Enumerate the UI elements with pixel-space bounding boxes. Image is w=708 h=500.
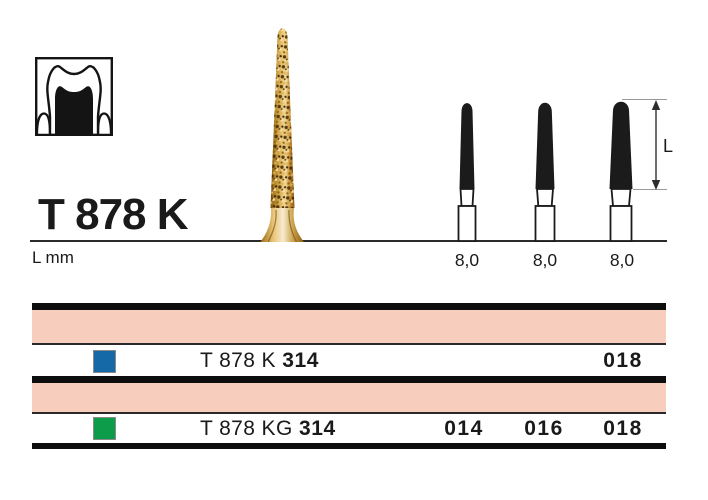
length-unit-label: L mm [32, 248, 74, 267]
baseline-rule [30, 240, 667, 242]
table-divider-bar [32, 443, 666, 449]
table-pink-band [32, 310, 666, 343]
bur-silhouette-018 [601, 96, 641, 247]
spec-table: T 878 K 314 018 T 878 KG 314 014 016 018 [32, 303, 666, 449]
crown-indication-icon [35, 57, 113, 136]
size-cell: 014 [444, 416, 484, 440]
diamond-bur-photo [259, 22, 305, 247]
bur-silhouette-014 [447, 96, 487, 247]
table-divider-bar [32, 303, 666, 310]
table-pink-band [32, 383, 666, 412]
size-cell: 018 [603, 348, 643, 372]
grit-color-swatch-green [93, 417, 116, 441]
dimension-extension-line-top [622, 98, 667, 101]
page-title: T 878 K [38, 190, 189, 239]
table-divider-bar [32, 376, 666, 383]
grit-color-swatch-blue [93, 349, 116, 373]
shank-code: 314 [298, 416, 336, 440]
table-row: T 878 KG 314 014 016 018 [32, 413, 666, 443]
length-value-016: 8,0 [532, 250, 558, 270]
length-dimension-arrow-icon [649, 100, 663, 195]
table-thin-rule [32, 412, 666, 414]
size-cell: 016 [524, 416, 564, 440]
product-designation: T 878 KG 314 [200, 414, 336, 443]
length-value-018: 8,0 [609, 250, 635, 270]
table-row: T 878 K 314 018 [32, 344, 666, 376]
shank-code: 314 [282, 348, 320, 372]
dimension-extension-line-bottom [633, 188, 667, 191]
length-value-014: 8,0 [454, 250, 480, 270]
product-name: T 878 K [200, 348, 276, 372]
size-cell: 018 [603, 416, 643, 440]
bur-silhouette-016 [525, 96, 565, 247]
product-name: T 878 KG [200, 416, 293, 440]
product-designation: T 878 K 314 [200, 345, 319, 376]
table-thin-rule [32, 343, 666, 345]
length-dimension-label: L [663, 136, 674, 156]
